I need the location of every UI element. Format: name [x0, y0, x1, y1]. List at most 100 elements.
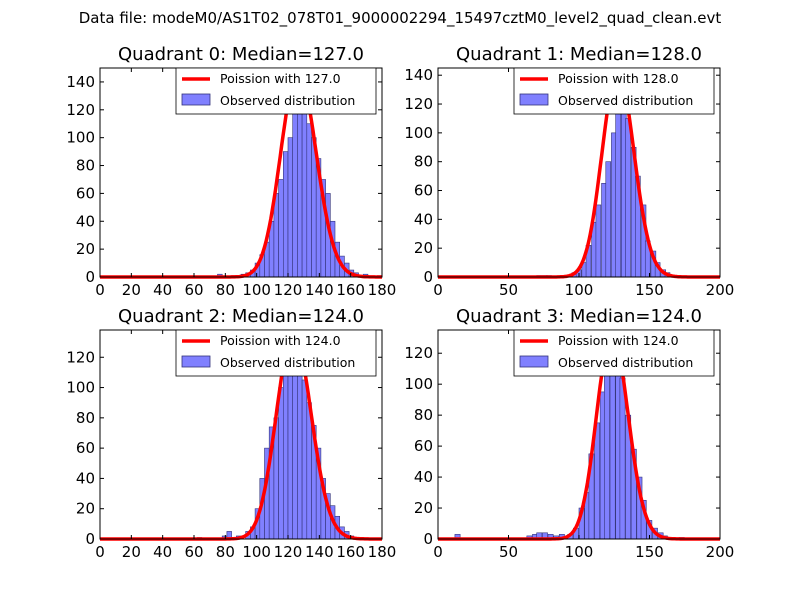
x-tick-label: 40	[153, 543, 172, 561]
histogram-bar	[278, 387, 284, 540]
y-tick-label: 120	[404, 344, 433, 362]
x-tick-label: 180	[368, 281, 397, 299]
y-tick-label: 60	[414, 437, 433, 455]
x-tick-label: 40	[153, 281, 172, 299]
legend-curve-label: Poission with 124.0	[220, 333, 341, 348]
legend-curve-label: Poission with 128.0	[558, 71, 679, 86]
y-tick-label: 80	[76, 409, 95, 427]
x-tick-label: 20	[122, 281, 141, 299]
y-tick-label: 0	[85, 530, 95, 548]
histogram-bar	[301, 95, 308, 278]
histogram-bar	[282, 372, 289, 540]
histogram-bar	[619, 377, 626, 540]
x-tick-label: 160	[336, 281, 365, 299]
x-tick-label: 0	[433, 281, 443, 299]
histogram-bar	[605, 161, 612, 278]
y-tick-label: 20	[414, 239, 433, 257]
histogram-bar	[594, 422, 601, 540]
y-tick-label: 100	[66, 379, 95, 397]
x-tick-label: 0	[95, 543, 105, 561]
x-tick-label: 100	[242, 281, 271, 299]
histogram-bar	[301, 379, 308, 540]
histogram-bar	[595, 204, 602, 278]
y-tick-label: 60	[76, 184, 95, 202]
x-tick-label: 120	[274, 281, 303, 299]
y-tick-label: 40	[76, 469, 95, 487]
subplot-title: Quadrant 3: Median=124.0	[456, 306, 702, 327]
x-tick-label: 140	[305, 281, 334, 299]
x-tick-label: 80	[216, 281, 235, 299]
y-tick-label: 120	[66, 348, 95, 366]
y-tick-label: 80	[414, 153, 433, 171]
x-tick-label: 150	[635, 543, 664, 561]
histogram-bar	[287, 356, 293, 540]
y-tick-label: 120	[404, 95, 433, 113]
y-tick-label: 140	[66, 73, 95, 91]
subplot-title: Quadrant 2: Median=124.0	[118, 306, 364, 327]
histogram-bar	[604, 352, 610, 540]
x-tick-label: 180	[368, 543, 397, 561]
legend-bar-swatch	[181, 93, 211, 106]
histogram-bar	[625, 118, 631, 278]
y-tick-label: 140	[404, 66, 433, 84]
y-tick-label: 100	[404, 124, 433, 142]
legend-bar-label: Observed distribution	[220, 93, 355, 108]
histogram-bar	[609, 349, 616, 540]
histogram-bar	[278, 179, 284, 278]
legend-box	[513, 67, 715, 115]
y-tick-label: 100	[404, 375, 433, 393]
histogram-bar	[615, 103, 621, 278]
legend-bar-label: Observed distribution	[220, 355, 355, 370]
x-tick-label: 200	[706, 543, 735, 561]
y-tick-label: 20	[414, 499, 433, 517]
x-tick-label: 100	[565, 281, 594, 299]
y-tick-label: 60	[414, 182, 433, 200]
legend-bar-label: Observed distribution	[558, 93, 693, 108]
y-tick-label: 0	[423, 530, 433, 548]
x-tick-label: 200	[706, 281, 735, 299]
figure-title: Data file: modeM0/AS1T02_078T01_90000022…	[78, 9, 722, 27]
y-tick-label: 40	[414, 468, 433, 486]
legend-curve-label: Poission with 124.0	[558, 333, 679, 348]
y-tick-label: 60	[76, 439, 95, 457]
y-tick-label: 120	[66, 101, 95, 119]
x-tick-label: 150	[635, 281, 664, 299]
x-tick-label: 0	[95, 281, 105, 299]
y-tick-label: 40	[76, 212, 95, 230]
x-tick-label: 120	[274, 543, 303, 561]
y-tick-label: 100	[66, 129, 95, 147]
histogram-bar	[297, 349, 303, 540]
x-tick-label: 0	[433, 543, 443, 561]
histogram-bar	[287, 137, 293, 278]
histogram-bar	[292, 112, 298, 278]
legend-bar-swatch	[519, 355, 549, 368]
y-tick-label: 0	[85, 268, 95, 286]
x-tick-label: 60	[184, 281, 203, 299]
x-tick-label: 80	[216, 543, 235, 561]
y-tick-label: 80	[76, 157, 95, 175]
x-tick-label: 100	[565, 543, 594, 561]
x-tick-label: 50	[499, 543, 518, 561]
histogram-bar	[282, 151, 289, 278]
x-tick-label: 50	[499, 281, 518, 299]
y-tick-label: 40	[414, 210, 433, 228]
legend-curve-label: Poission with 127.0	[220, 71, 341, 86]
x-tick-label: 160	[336, 543, 365, 561]
y-tick-label: 20	[76, 240, 95, 258]
y-tick-label: 80	[414, 406, 433, 424]
y-tick-label: 20	[76, 500, 95, 518]
legend-bar-swatch	[519, 93, 549, 106]
legend-box	[513, 329, 715, 377]
x-tick-label: 140	[305, 543, 334, 561]
legend-bar-label: Observed distribution	[558, 355, 693, 370]
legend-box	[175, 67, 377, 115]
x-tick-label: 20	[122, 543, 141, 561]
x-tick-label: 100	[242, 543, 271, 561]
x-tick-label: 60	[184, 543, 203, 561]
histogram-bar	[306, 123, 312, 278]
subplot-title: Quadrant 1: Median=128.0	[456, 44, 702, 65]
legend-box	[175, 329, 377, 377]
y-tick-label: 0	[423, 268, 433, 286]
subplot-title: Quadrant 0: Median=127.0	[118, 44, 364, 65]
